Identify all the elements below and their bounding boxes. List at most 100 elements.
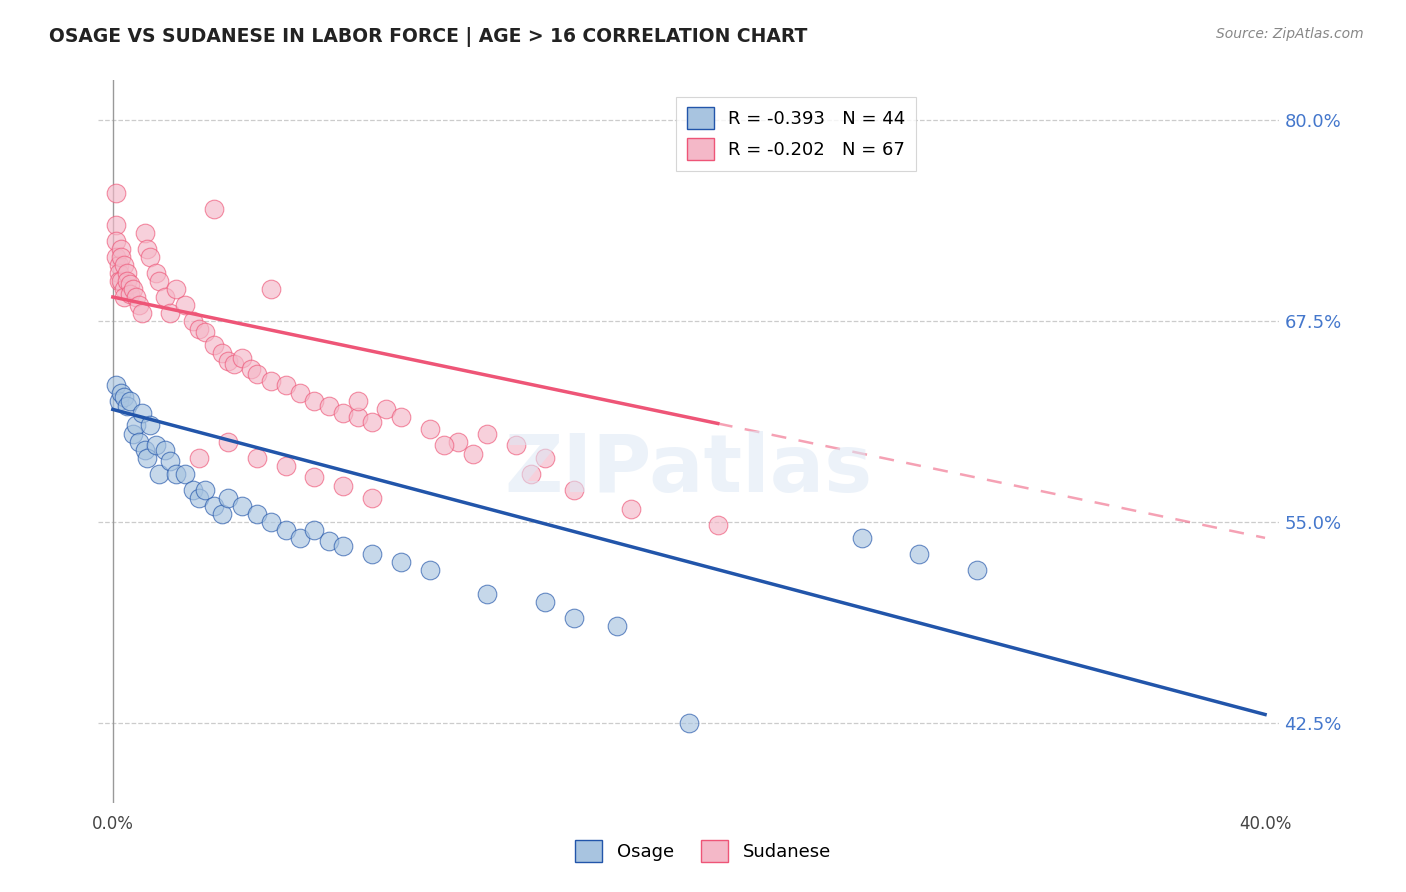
Point [966, 563, 988, 577]
Point [104, 234, 127, 248]
Point [562, 611, 585, 625]
Point [288, 531, 311, 545]
Point [107, 274, 129, 288]
Point [304, 470, 326, 484]
Point [148, 467, 170, 481]
Point [136, 242, 159, 256]
Point [131, 406, 153, 420]
Point [159, 454, 181, 468]
Point [606, 619, 628, 633]
Point [188, 450, 211, 465]
Point [145, 438, 167, 452]
Text: OSAGE VS SUDANESE IN LABOR FORCE | AGE > 16 CORRELATION CHART: OSAGE VS SUDANESE IN LABOR FORCE | AGE >… [49, 27, 807, 46]
Point [188, 491, 211, 505]
Point [148, 274, 170, 288]
Point [112, 290, 135, 304]
Point [112, 282, 135, 296]
Point [246, 367, 269, 381]
Point [375, 402, 398, 417]
Point [188, 322, 211, 336]
Point [260, 282, 283, 296]
Point [240, 362, 263, 376]
Point [678, 715, 700, 730]
Point [104, 186, 127, 200]
Point [112, 390, 135, 404]
Point [361, 491, 384, 505]
Point [145, 266, 167, 280]
Legend: R = -0.393   N = 44, R = -0.202   N = 67: R = -0.393 N = 44, R = -0.202 N = 67 [676, 96, 917, 171]
Point [260, 515, 283, 529]
Point [211, 346, 233, 360]
Point [139, 250, 162, 264]
Point [274, 523, 297, 537]
Point [110, 274, 132, 288]
Text: ZIPatlas: ZIPatlas [505, 432, 873, 509]
Point [122, 426, 145, 441]
Point [159, 306, 181, 320]
Point [112, 258, 135, 272]
Point [183, 314, 205, 328]
Point [173, 467, 195, 481]
Point [332, 406, 354, 420]
Point [217, 434, 239, 449]
Point [120, 394, 142, 409]
Point [274, 378, 297, 392]
Point [131, 306, 153, 320]
Point [304, 394, 326, 409]
Point [173, 298, 195, 312]
Point [246, 450, 269, 465]
Point [211, 507, 233, 521]
Point [128, 298, 150, 312]
Point [519, 467, 541, 481]
Point [165, 467, 187, 481]
Point [361, 547, 384, 561]
Point [477, 426, 499, 441]
Point [332, 479, 354, 493]
Point [110, 386, 132, 401]
Point [115, 274, 138, 288]
Point [246, 507, 269, 521]
Point [125, 290, 148, 304]
Point [562, 483, 585, 497]
Point [361, 415, 384, 429]
Point [288, 386, 311, 401]
Point [104, 218, 127, 232]
Point [202, 338, 225, 352]
Point [110, 250, 132, 264]
Point [110, 242, 132, 256]
Point [505, 438, 527, 452]
Point [202, 499, 225, 513]
Point [104, 250, 127, 264]
Point [332, 539, 354, 553]
Point [231, 351, 253, 365]
Point [139, 418, 162, 433]
Point [125, 418, 148, 433]
Point [389, 410, 412, 425]
Point [260, 374, 283, 388]
Point [134, 442, 156, 457]
Point [318, 399, 340, 413]
Point [231, 499, 253, 513]
Point [107, 394, 129, 409]
Point [346, 410, 368, 425]
Point [107, 258, 129, 272]
Point [183, 483, 205, 497]
Point [217, 491, 239, 505]
Point [122, 282, 145, 296]
Point [706, 518, 728, 533]
Legend: Osage, Sudanese: Osage, Sudanese [568, 833, 838, 870]
Point [433, 438, 456, 452]
Point [461, 447, 484, 461]
Point [194, 326, 217, 340]
Point [120, 286, 142, 301]
Point [346, 394, 368, 409]
Point [534, 595, 557, 609]
Point [851, 531, 873, 545]
Point [120, 277, 142, 292]
Point [304, 523, 326, 537]
Point [534, 450, 557, 465]
Point [419, 422, 441, 436]
Point [115, 266, 138, 280]
Point [217, 354, 239, 368]
Point [107, 266, 129, 280]
